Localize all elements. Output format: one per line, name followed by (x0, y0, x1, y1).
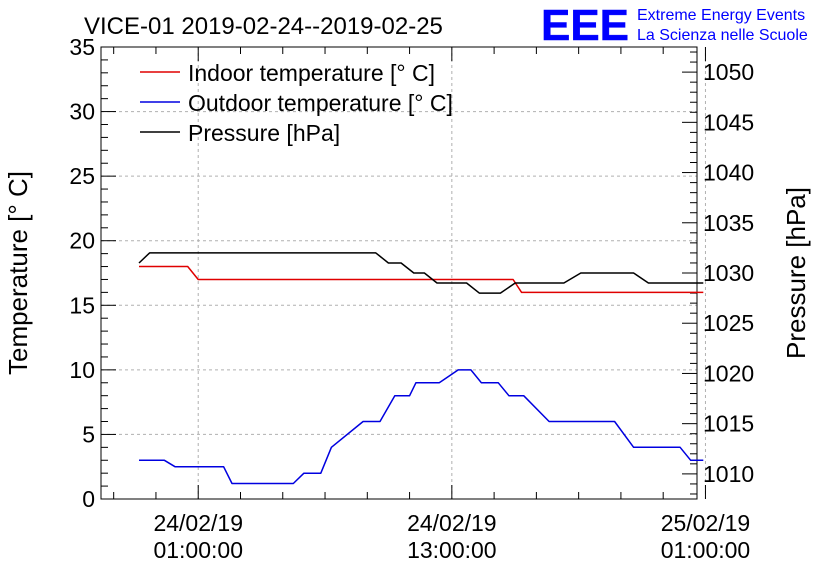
right-tick-label: 1030 (703, 260, 754, 286)
x-tick-label-date: 25/02/19 (661, 510, 751, 536)
eee-logo-line1: Extreme Energy Events (637, 7, 805, 24)
axis-ticks (101, 46, 706, 500)
left-tick-label: 15 (69, 292, 95, 318)
series-line-pressure (138, 252, 704, 294)
x-tick-label-time: 01:00:00 (661, 537, 751, 563)
right-tick-label: 1015 (703, 411, 754, 437)
series-line-outdoor-temperature (139, 369, 704, 485)
left-tick-label: 30 (69, 99, 95, 125)
left-axis-label: Temperature [° C] (3, 171, 33, 375)
legend-label-indoor: Indoor temperature [° C] (188, 60, 435, 86)
series-line-indoor-temperature (139, 265, 704, 294)
right-tick-label: 1035 (703, 210, 754, 236)
eee-logo-mark: EEE (541, 1, 629, 50)
tick-labels: 0510152025303510101015102010251030103510… (69, 34, 754, 563)
left-tick-label: 25 (69, 163, 95, 189)
x-tick-label-time: 13:00:00 (407, 537, 497, 563)
left-tick-label: 5 (82, 421, 95, 447)
right-axis-label: Pressure [hPa] (781, 187, 811, 359)
eee-logo-line2: La Scienza nelle Scuole (637, 27, 808, 44)
x-tick-label-time: 01:00:00 (153, 537, 243, 563)
right-tick-label: 1010 (703, 461, 754, 487)
right-tick-label: 1040 (703, 160, 754, 186)
right-tick-label: 1025 (703, 310, 754, 336)
right-tick-label: 1045 (703, 109, 754, 135)
left-tick-label: 0 (82, 486, 95, 512)
x-tick-label-date: 24/02/19 (407, 510, 497, 536)
legend-label-outdoor: Outdoor temperature [° C] (188, 90, 453, 116)
legend-label-pressure: Pressure [hPa] (188, 120, 340, 146)
left-tick-label: 10 (69, 357, 95, 383)
left-tick-label: 20 (69, 228, 95, 254)
x-tick-label-date: 24/02/19 (153, 510, 243, 536)
legend: Indoor temperature [° C] Outdoor tempera… (140, 60, 453, 146)
chart-title: VICE-01 2019-02-24--2019-02-25 (84, 13, 443, 40)
eee-logo: EEE Extreme Energy Events La Scienza nel… (541, 1, 808, 51)
series-lines (138, 252, 704, 485)
right-tick-label: 1050 (703, 59, 754, 85)
left-tick-label: 35 (69, 34, 95, 60)
right-tick-label: 1020 (703, 360, 754, 386)
